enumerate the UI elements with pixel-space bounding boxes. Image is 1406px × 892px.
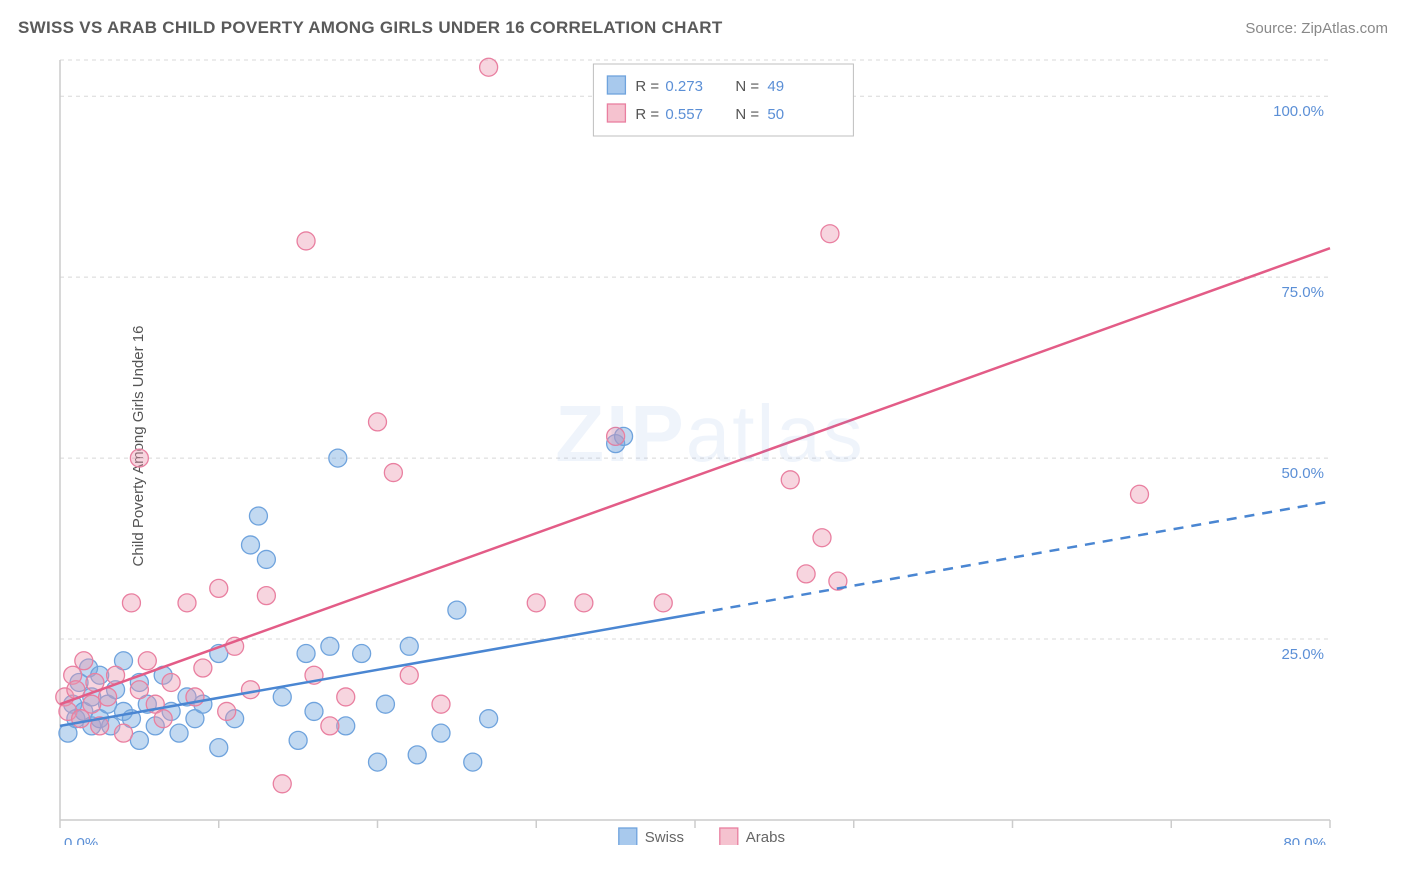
- chart-plot-area: 0.0% 80.0% 25.0% 50.0% 75.0% 100.0% R = 0.273 N …: [50, 55, 1370, 845]
- data-point: [249, 507, 267, 525]
- y-tick-label: 100.0%: [1273, 103, 1324, 120]
- data-point: [464, 753, 482, 771]
- data-point: [432, 724, 450, 742]
- data-point: [210, 739, 228, 757]
- data-point: [821, 225, 839, 243]
- data-point: [384, 464, 402, 482]
- data-point: [305, 702, 323, 720]
- data-point: [75, 652, 93, 670]
- data-point: [369, 413, 387, 431]
- source-attribution: Source: ZipAtlas.com: [1245, 20, 1388, 37]
- data-point: [115, 724, 133, 742]
- data-point: [480, 710, 498, 728]
- data-point: [607, 427, 625, 445]
- data-point: [130, 681, 148, 699]
- data-point: [376, 695, 394, 713]
- data-point: [257, 550, 275, 568]
- source-link[interactable]: ZipAtlas.com: [1301, 20, 1388, 37]
- legend-swatch: [607, 76, 625, 94]
- legend-swatch: [720, 828, 738, 845]
- legend-n-label: N =: [735, 106, 759, 123]
- data-point: [257, 587, 275, 605]
- data-point: [813, 529, 831, 547]
- data-point: [122, 594, 140, 612]
- legend-swatch: [607, 104, 625, 122]
- legend-r-label: R =: [635, 106, 659, 123]
- legend-series-label: Arabs: [746, 829, 785, 845]
- x-tick-label: 0.0%: [64, 835, 98, 845]
- data-point: [289, 731, 307, 749]
- data-point: [797, 565, 815, 583]
- data-point: [654, 594, 672, 612]
- data-point: [242, 536, 260, 554]
- data-point: [400, 637, 418, 655]
- data-point: [170, 724, 188, 742]
- data-point: [432, 695, 450, 713]
- data-point: [480, 58, 498, 76]
- regression-line: [60, 248, 1330, 704]
- data-point: [400, 666, 418, 684]
- data-point: [162, 673, 180, 691]
- data-point: [154, 710, 172, 728]
- legend-series-label: Swiss: [645, 829, 684, 845]
- data-point: [178, 594, 196, 612]
- data-point: [575, 594, 593, 612]
- data-point: [130, 449, 148, 467]
- y-tick-label: 25.0%: [1281, 646, 1324, 663]
- legend-swatch: [619, 828, 637, 845]
- y-tick-label: 75.0%: [1281, 284, 1324, 301]
- legend-n-label: N =: [735, 78, 759, 95]
- data-point: [297, 645, 315, 663]
- data-point: [527, 594, 545, 612]
- data-point: [781, 471, 799, 489]
- data-point: [369, 753, 387, 771]
- x-tick-label: 80.0%: [1283, 835, 1326, 845]
- legend-n-value: 49: [767, 78, 784, 95]
- legend-correlation-box: R = 0.273 N = 49 R = 0.557 N = 50: [593, 64, 853, 136]
- data-point: [329, 449, 347, 467]
- data-point: [210, 579, 228, 597]
- data-point: [321, 717, 339, 735]
- y-tick-label: 50.0%: [1281, 465, 1324, 482]
- data-point: [321, 637, 339, 655]
- chart-title: SWISS VS ARAB CHILD POVERTY AMONG GIRLS …: [18, 18, 723, 38]
- regression-line-dashed: [695, 502, 1330, 614]
- legend-r-label: R =: [635, 78, 659, 95]
- data-point: [138, 652, 156, 670]
- data-point: [1131, 485, 1149, 503]
- data-point: [273, 775, 291, 793]
- data-point: [218, 702, 236, 720]
- scatter-chart-svg: 0.0% 80.0% 25.0% 50.0% 75.0% 100.0% R = 0.273 N …: [50, 55, 1370, 845]
- data-point: [353, 645, 371, 663]
- data-point: [297, 232, 315, 250]
- data-point: [194, 659, 212, 677]
- data-point: [408, 746, 426, 764]
- legend-r-value: 0.273: [665, 78, 703, 95]
- data-point: [337, 688, 355, 706]
- source-prefix: Source:: [1245, 20, 1301, 37]
- data-point: [242, 681, 260, 699]
- data-point: [273, 688, 291, 706]
- data-point: [448, 601, 466, 619]
- legend-n-value: 50: [767, 106, 784, 123]
- legend-r-value: 0.557: [665, 106, 703, 123]
